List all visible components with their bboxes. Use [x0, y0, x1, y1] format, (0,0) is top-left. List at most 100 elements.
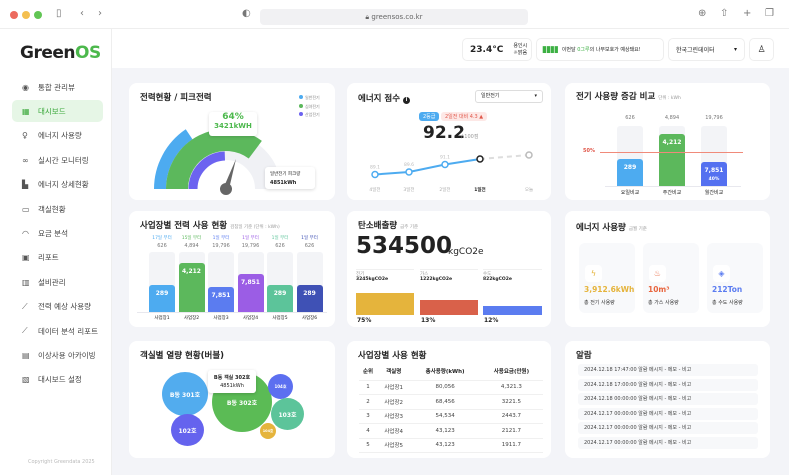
equipment-icon: ▥	[22, 277, 30, 287]
sidebar-item-10[interactable]: ⟋ 데이터 분석 리포트	[12, 320, 103, 342]
sidebar-item-label: 대시보드	[38, 106, 66, 116]
weather: 맑음	[517, 49, 528, 56]
bubble-104[interactable]: 104호	[268, 374, 293, 399]
bubble-b301[interactable]: B동 301호	[162, 372, 208, 416]
browser-toolbar: ▯ ‹ › ◐ 🔒︎ greensos.co.kr ⊕ ⇧ + ❐	[0, 0, 789, 29]
table-row[interactable]: 5 사업장5 43,123 1911.7	[359, 438, 543, 453]
sidebar-item-5[interactable]: ▭ 객실현황	[12, 198, 103, 220]
table-cell: 사업장2	[377, 394, 411, 410]
sidebar-item-label: 요금 분석	[38, 228, 68, 238]
score-max: / 100점	[461, 134, 479, 140]
since-label: 17일 부터	[152, 236, 172, 241]
sidebar-item-7[interactable]: ▣ 리포트	[12, 247, 103, 269]
company-select[interactable]: 한국그린데이터 ▾	[668, 38, 745, 61]
sidebar-item-2[interactable]: ♀ 에너지 사용량	[12, 125, 103, 147]
bar-label: 사업장2	[183, 316, 200, 321]
site-bar[interactable]: 4,212	[178, 262, 205, 312]
gas-icon: ♨	[649, 265, 666, 282]
copyright: Copyright Greendata 2025	[28, 459, 95, 465]
gauge-icon: ◠	[22, 228, 29, 238]
bar-total: 4,894	[184, 243, 199, 249]
card-title: 에너지 점수	[358, 94, 401, 104]
since-label: 15일 부터	[181, 236, 202, 241]
period-label: 금월 기준	[628, 227, 647, 232]
energy-score-card: 에너지 점수 i 일반전기 ▾ 2등급 2일전 대비 4.3 ▲ 92.2 / 1…	[347, 83, 551, 200]
logo[interactable]: GreenOS	[20, 43, 101, 63]
forward-icon[interactable]: ›	[98, 8, 102, 19]
sidebar-toggle-icon[interactable]: ▯	[56, 8, 62, 19]
carbon-percent: 75%	[357, 317, 372, 324]
carbon-item: 가스 1222kgCO2e	[420, 269, 478, 282]
city: 용인시	[513, 42, 528, 49]
sidebar-item-3[interactable]: ∞ 실시간 모니터링	[12, 149, 103, 171]
download-icon[interactable]: ⊕	[698, 8, 707, 19]
maximize-window-button[interactable]	[34, 11, 42, 19]
needle-pivot	[220, 183, 232, 195]
minimize-window-button[interactable]	[22, 11, 30, 19]
legend-swatch	[299, 103, 303, 108]
sidebar-item-12[interactable]: ▧ 대시보드 설정	[12, 369, 103, 391]
bubble-103[interactable]: 103호	[271, 398, 304, 430]
shield-icon[interactable]: ◐	[242, 8, 251, 19]
alarm-item[interactable]: 2024.12.17 00:00:00 알람 메시지 - 메모 - 비고	[578, 436, 758, 449]
sidebar-item-6[interactable]: ◠ 요금 분석	[12, 222, 103, 244]
alarm-item[interactable]: 2024.12.18 17:00:00 알람 메시지 - 메모 - 비고	[578, 378, 758, 391]
site-bar[interactable]: 289	[296, 285, 323, 312]
since-label: 1일 부터	[212, 236, 230, 241]
table-row[interactable]: 4 사업장4 43,123 2121.7	[359, 423, 543, 439]
tabs-icon[interactable]: ❐	[765, 8, 774, 19]
bubble-102[interactable]: 102호	[171, 414, 204, 446]
table-cell: 2121.7	[479, 423, 543, 439]
close-window-button[interactable]	[10, 11, 18, 19]
card-title: 알람	[576, 351, 592, 361]
energy-label: 총 전기 사용량	[584, 300, 615, 306]
sidebar-item-label: 설비관리	[38, 277, 66, 287]
compare-bar[interactable]: 289	[617, 159, 643, 186]
sidebar-item-label: 이상사용 아카이빙	[38, 350, 96, 360]
table-row[interactable]: 3 사업장3 54,534 2443.7	[359, 409, 543, 424]
compare-bar[interactable]: 7,851 40%	[701, 162, 727, 186]
sidebar-item-8[interactable]: ▥ 설비관리	[12, 271, 103, 293]
site-bar[interactable]: 289	[267, 285, 293, 312]
settings-icon: ▧	[22, 375, 30, 385]
sidebar-item-1[interactable]: ▦ 대시보드	[12, 100, 103, 123]
sun-icon: ☼	[513, 49, 518, 56]
sidebar-item-9[interactable]: ⟋ 전력 예상 사용량	[12, 296, 103, 318]
new-tab-icon[interactable]: +	[743, 8, 752, 19]
site-bar[interactable]: 7,851	[208, 286, 234, 312]
info-icon[interactable]: i	[403, 97, 411, 104]
back-icon[interactable]: ‹	[80, 8, 84, 19]
column-header: 순위	[359, 363, 378, 381]
sidebar-item-11[interactable]: ▤ 이상사용 아카이빙	[12, 344, 103, 366]
table-cell: 43,123	[410, 423, 480, 439]
alarm-item[interactable]: 2024.12.18 00:00:00 알람 메시지 - 메모 - 비고	[578, 393, 758, 405]
table-row[interactable]: 2 사업장2 68,456 3221.5	[359, 394, 543, 410]
energy-usage-card: 에너지 사용량 금월 기준 ϟ 3,912.6kWh 총 전기 사용량 ♨ 10m³ 총 가…	[565, 211, 770, 327]
alarm-item[interactable]: 2024.12.17 00:00:00 알람 메시지 - 메모 - 비고	[578, 422, 758, 434]
card-title: 전력현황 / 피크전력	[140, 93, 212, 103]
site-bar[interactable]: 7,851	[237, 273, 264, 312]
score-type-select[interactable]: 일반전기 ▾	[475, 90, 543, 103]
compare-bar[interactable]: 4,212	[659, 134, 685, 186]
legend-item: 일반전기	[299, 95, 320, 101]
table-row[interactable]: 1 사업장1 80,056 4,321.3	[359, 380, 543, 395]
monitoring-icon: ∞	[22, 155, 29, 165]
bar-label: 월간비교	[704, 190, 724, 196]
bar-total: 626	[275, 243, 285, 249]
site-bar[interactable]: 289	[149, 285, 175, 312]
table-cell: 4	[359, 423, 378, 439]
sidebar-item-4[interactable]: ▙ 에너지 상세현황	[12, 174, 103, 196]
peak-value: 4851kWh	[270, 180, 297, 186]
address-bar[interactable]: 🔒︎ greensos.co.kr	[260, 9, 528, 25]
score-point	[371, 170, 379, 179]
alarm-item[interactable]: 2024.12.18 17:47:00 알람 메시지 - 메모 - 비고	[578, 364, 758, 376]
table-cell: 3221.5	[479, 394, 543, 410]
user-profile-button[interactable]: ♙	[749, 38, 774, 61]
score-line	[374, 158, 481, 176]
sidebar-item-label: 실시간 모니터링	[38, 155, 89, 165]
share-icon[interactable]: ⇧	[720, 8, 729, 19]
baseline	[605, 186, 741, 187]
sidebar-item-0[interactable]: ◉ 통합 관리뷰	[12, 76, 103, 98]
alarm-item[interactable]: 2024.12.17 00:00:00 알람 메시지 - 메모 - 비고	[578, 407, 758, 420]
bubble-104b[interactable]: 104호	[260, 423, 276, 439]
